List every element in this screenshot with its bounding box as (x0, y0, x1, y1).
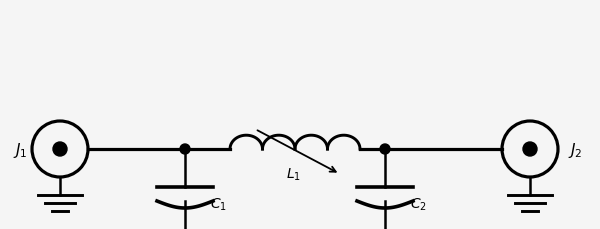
Circle shape (53, 142, 67, 156)
Text: $J_1$: $J_1$ (13, 140, 28, 159)
Circle shape (380, 144, 390, 154)
Circle shape (523, 142, 537, 156)
Circle shape (180, 144, 190, 154)
Text: $L_1$: $L_1$ (286, 166, 301, 183)
Text: $J_2$: $J_2$ (568, 140, 583, 159)
Text: $C_2$: $C_2$ (410, 196, 427, 212)
Text: $C_1$: $C_1$ (210, 196, 227, 212)
